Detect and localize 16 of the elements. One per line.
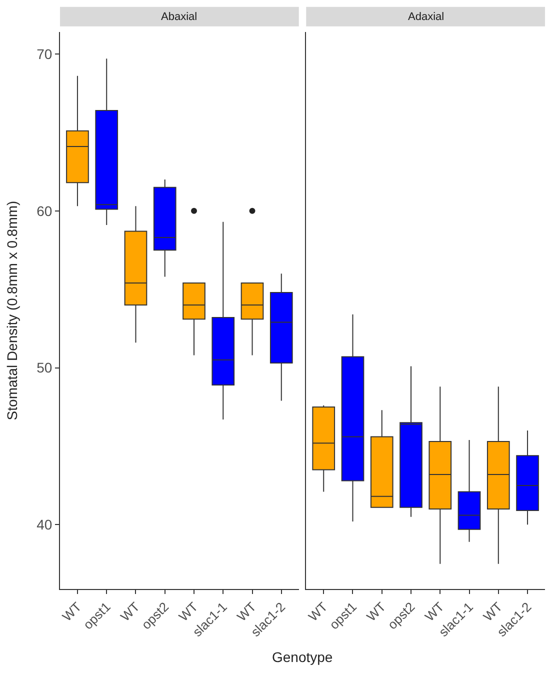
y-tick-label: 70: [36, 46, 52, 62]
x-tick-label: WT: [118, 599, 142, 624]
x-tick-label: WT: [234, 599, 260, 624]
x-tick-label: WT: [305, 599, 330, 624]
x-tick-label: WT: [176, 599, 201, 624]
chart-title: Adaxial: [408, 11, 444, 23]
x-tick-label: WT: [364, 599, 389, 624]
chart-title: Abaxial: [161, 11, 198, 23]
y-tick-label: 40: [36, 516, 52, 533]
x-tick-label: WT: [59, 599, 84, 624]
y-tick-label: 50: [36, 360, 52, 376]
y-tick-label: 60: [36, 202, 52, 219]
x-axis-title: Genotype: [272, 649, 333, 665]
x-tick-label: WT: [480, 599, 506, 624]
x-tick-label: WT: [422, 599, 447, 624]
y-axis-title: Stomatal Density (0.8mm x 0.8mm): [4, 200, 20, 420]
